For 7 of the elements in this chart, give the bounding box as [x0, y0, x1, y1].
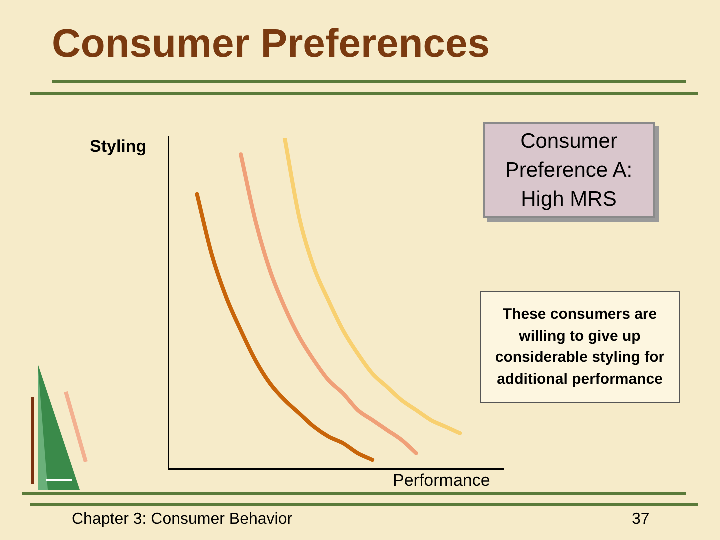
text: Chapter 3: Consumer Behavior	[72, 511, 293, 529]
text: 37	[632, 511, 650, 529]
chart-title: Consumer Preferences	[52, 22, 490, 67]
annotation: These consumers are willing to give up considerable styling for additional performance	[480, 291, 680, 403]
y-axis-title: Styling	[90, 137, 147, 157]
x-axis-title: Performance	[393, 471, 490, 491]
text: Consumer Preference A: High MRS	[483, 122, 655, 218]
